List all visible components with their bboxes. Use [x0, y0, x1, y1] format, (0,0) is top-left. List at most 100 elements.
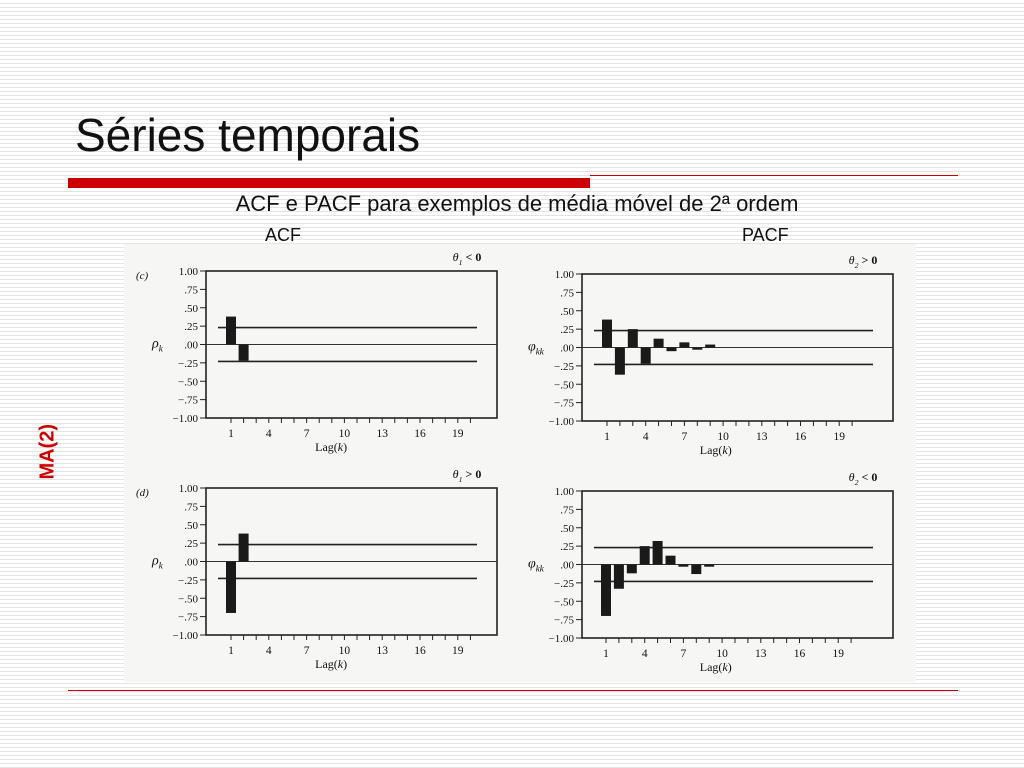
- acf-bar: [602, 319, 612, 348]
- y-tick-label: −1.00: [549, 633, 575, 645]
- y-axis-label: ρk: [151, 337, 164, 354]
- acf-column-label: ACF: [265, 225, 301, 245]
- y-tick-label: .75: [560, 287, 574, 299]
- y-tick-label: 1.00: [555, 269, 575, 281]
- correlogram-figure: 1.00.75.50.25.00 −.25 −.50 −.75 −1.00 1 4 7 10 13…: [124, 244, 916, 682]
- condition-label: θ1 < 0: [453, 250, 482, 267]
- footer-line: [68, 690, 958, 691]
- panel-label: (c): [136, 270, 149, 282]
- x-tick-label: 19: [452, 428, 464, 440]
- x-tick-label: 1: [228, 645, 234, 657]
- y-tick-label: −.25: [554, 578, 574, 590]
- slide-title: Séries temporais: [75, 109, 421, 161]
- acf-bar: [601, 564, 611, 616]
- x-tick-label: 10: [717, 431, 729, 443]
- x-tick-label: 7: [682, 431, 688, 443]
- x-tick-label: 16: [414, 645, 426, 657]
- acf-bar: [238, 533, 249, 562]
- acf-bar: [226, 316, 236, 345]
- acf-bar: [613, 564, 624, 589]
- y-tick-label: −.75: [178, 395, 198, 407]
- x-tick-label: 10: [339, 645, 351, 657]
- y-tick-label: 1.00: [179, 266, 199, 278]
- condition-label: θ1 > 0: [453, 467, 482, 484]
- acf-bar: [653, 338, 664, 348]
- x-tick-label: 1: [228, 428, 234, 440]
- y-tick-label: .25: [184, 538, 198, 550]
- x-axis-label: Lag(k): [315, 657, 347, 671]
- title-underline-bar: [68, 178, 590, 188]
- x-tick-label: 19: [832, 648, 844, 660]
- y-tick-label: −.25: [178, 358, 198, 370]
- acf-bar: [627, 329, 638, 348]
- x-tick-label: 7: [304, 645, 310, 657]
- y-tick-label: −1.00: [549, 416, 575, 428]
- y-axis-label: ρk: [151, 554, 164, 571]
- acf-bar: [679, 342, 690, 348]
- x-tick-label: 13: [376, 645, 388, 657]
- y-tick-label: −.25: [178, 575, 198, 587]
- title-underline-line: [590, 175, 958, 176]
- y-tick-label: .00: [560, 343, 574, 355]
- pacf-column-label: PACF: [742, 225, 789, 245]
- acf-bar: [614, 347, 625, 375]
- y-tick-label: 1.00: [555, 486, 575, 498]
- x-axis-label: Lag(k): [315, 440, 347, 454]
- x-tick-label: 4: [266, 428, 272, 440]
- x-tick-label: 13: [755, 648, 767, 660]
- acf-bar: [639, 546, 650, 565]
- panel-label: (d): [136, 487, 149, 499]
- acf-bar: [238, 344, 249, 361]
- y-tick-label: 1.00: [179, 483, 199, 495]
- slide-subtitle: ACF e PACF para exemplos de média móvel …: [235, 191, 799, 216]
- y-tick-label: −.75: [554, 615, 574, 627]
- x-tick-label: 10: [339, 428, 351, 440]
- x-tick-label: 13: [376, 428, 388, 440]
- model-side-label: MA(2): [36, 423, 59, 480]
- y-tick-label: −.50: [178, 376, 198, 388]
- y-tick-label: −.50: [554, 596, 574, 608]
- acf-bar: [692, 347, 703, 350]
- x-tick-label: 16: [794, 648, 806, 660]
- y-tick-label: .75: [184, 501, 198, 513]
- y-tick-label: .50: [184, 303, 198, 315]
- y-tick-label: −.75: [178, 612, 198, 624]
- y-tick-label: .00: [184, 557, 198, 569]
- y-axis-label: φkk: [528, 557, 545, 574]
- y-tick-label: .75: [560, 504, 574, 516]
- y-tick-label: .25: [184, 321, 198, 333]
- condition-label: θ2 > 0: [849, 253, 878, 270]
- acf-bar: [704, 564, 715, 567]
- x-tick-label: 7: [681, 648, 687, 660]
- y-tick-label: −1.00: [173, 413, 199, 425]
- x-tick-label: 4: [643, 431, 649, 443]
- y-tick-label: .50: [184, 520, 198, 532]
- x-tick-label: 4: [642, 648, 648, 660]
- y-tick-label: −.75: [554, 398, 574, 410]
- y-axis-label: φkk: [528, 340, 545, 357]
- acf-bar: [678, 564, 689, 567]
- y-tick-label: −.50: [554, 379, 574, 391]
- y-tick-label: −1.00: [173, 630, 199, 642]
- x-tick-label: 16: [414, 428, 426, 440]
- x-tick-label: 1: [604, 431, 610, 443]
- correlogram-svg: 1.00.75.50.25.00−.25−.50−.75−1.001 4 7 10 13…: [136, 250, 894, 674]
- y-tick-label: .50: [560, 306, 574, 318]
- y-tick-label: .00: [560, 560, 574, 572]
- x-tick-label: 16: [795, 431, 807, 443]
- y-tick-label: .25: [560, 324, 574, 336]
- x-axis-label: Lag(k): [700, 660, 732, 674]
- acf-bar: [226, 561, 236, 613]
- acf-bar: [640, 347, 651, 364]
- x-tick-label: 19: [452, 645, 464, 657]
- x-tick-label: 19: [833, 431, 845, 443]
- y-tick-label: .75: [184, 284, 198, 296]
- x-tick-label: 13: [756, 431, 768, 443]
- x-tick-label: 4: [266, 645, 272, 657]
- y-tick-label: .00: [184, 340, 198, 352]
- x-tick-label: 10: [716, 648, 728, 660]
- x-axis-label: Lag(k): [700, 443, 732, 457]
- y-tick-label: .50: [560, 523, 574, 535]
- y-tick-label: −.25: [554, 361, 574, 373]
- acf-bar: [665, 555, 676, 565]
